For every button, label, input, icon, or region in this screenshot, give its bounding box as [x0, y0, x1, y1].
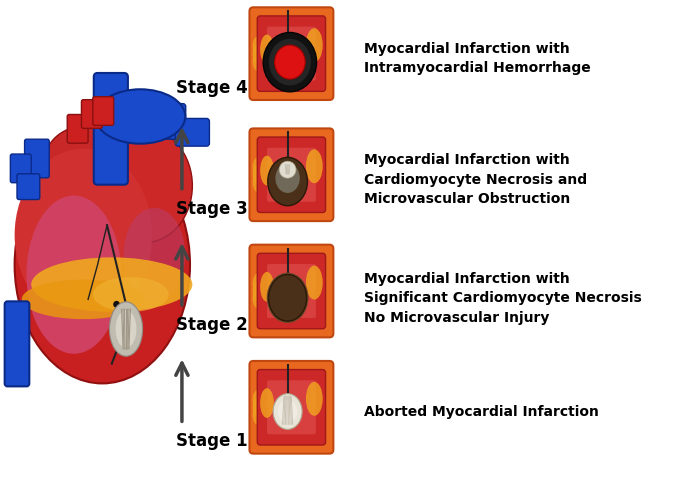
Ellipse shape	[253, 280, 266, 302]
Ellipse shape	[253, 43, 266, 64]
Ellipse shape	[253, 273, 266, 294]
Ellipse shape	[269, 274, 307, 321]
Ellipse shape	[253, 164, 266, 185]
Ellipse shape	[43, 126, 124, 205]
FancyBboxPatch shape	[113, 103, 186, 139]
FancyBboxPatch shape	[25, 139, 49, 178]
Ellipse shape	[275, 163, 300, 193]
FancyBboxPatch shape	[81, 99, 102, 128]
FancyBboxPatch shape	[258, 16, 326, 91]
FancyBboxPatch shape	[258, 137, 326, 213]
Ellipse shape	[260, 388, 274, 418]
Ellipse shape	[306, 266, 323, 299]
FancyBboxPatch shape	[267, 380, 316, 434]
Ellipse shape	[279, 161, 296, 178]
Text: Aborted Myocardial Infarction: Aborted Myocardial Infarction	[365, 405, 599, 419]
FancyBboxPatch shape	[5, 301, 29, 387]
Text: Stage 3: Stage 3	[176, 199, 248, 218]
Ellipse shape	[306, 28, 323, 62]
Ellipse shape	[306, 149, 323, 183]
Ellipse shape	[268, 157, 307, 206]
Ellipse shape	[27, 196, 121, 354]
FancyBboxPatch shape	[258, 253, 326, 329]
FancyBboxPatch shape	[249, 128, 333, 221]
Ellipse shape	[260, 156, 274, 185]
FancyBboxPatch shape	[249, 361, 333, 454]
Ellipse shape	[253, 35, 266, 57]
Ellipse shape	[253, 389, 266, 410]
FancyBboxPatch shape	[67, 115, 88, 143]
FancyBboxPatch shape	[175, 119, 209, 146]
FancyBboxPatch shape	[258, 369, 326, 445]
Ellipse shape	[116, 310, 136, 348]
Ellipse shape	[278, 400, 297, 423]
Ellipse shape	[124, 208, 186, 302]
Text: Myocardial Infarction with
Significant Cardiomyocyte Necrosis
No Microvascular I: Myocardial Infarction with Significant C…	[365, 272, 642, 325]
FancyBboxPatch shape	[94, 73, 128, 185]
Ellipse shape	[253, 172, 266, 193]
Text: Myocardial Infarction with
Cardiomyocyte Necrosis and
Microvascular Obstruction: Myocardial Infarction with Cardiomyocyte…	[365, 153, 587, 206]
Ellipse shape	[253, 156, 266, 178]
Ellipse shape	[15, 146, 190, 383]
Text: Stage 4: Stage 4	[176, 78, 248, 97]
FancyBboxPatch shape	[10, 154, 32, 183]
Ellipse shape	[95, 89, 186, 144]
Ellipse shape	[113, 301, 120, 308]
Ellipse shape	[263, 32, 316, 92]
Ellipse shape	[253, 404, 266, 425]
Ellipse shape	[97, 129, 192, 243]
FancyBboxPatch shape	[267, 148, 316, 202]
Ellipse shape	[253, 397, 266, 418]
Ellipse shape	[306, 382, 323, 416]
Ellipse shape	[253, 50, 266, 72]
FancyBboxPatch shape	[267, 264, 316, 318]
Ellipse shape	[22, 280, 145, 319]
Ellipse shape	[109, 302, 143, 356]
Ellipse shape	[32, 257, 193, 312]
Text: Myocardial Infarction with
Intramyocardial Hemorrhage: Myocardial Infarction with Intramyocardi…	[365, 42, 592, 75]
FancyBboxPatch shape	[249, 245, 333, 338]
FancyBboxPatch shape	[267, 26, 316, 81]
Ellipse shape	[273, 394, 302, 429]
FancyBboxPatch shape	[93, 97, 113, 125]
Ellipse shape	[93, 277, 169, 312]
Ellipse shape	[274, 45, 305, 79]
Text: Stage 2: Stage 2	[176, 316, 248, 334]
Ellipse shape	[260, 35, 274, 64]
Text: Stage 1: Stage 1	[176, 432, 248, 450]
Ellipse shape	[260, 272, 274, 302]
Ellipse shape	[269, 39, 311, 85]
FancyBboxPatch shape	[249, 7, 333, 100]
Ellipse shape	[253, 288, 266, 309]
FancyBboxPatch shape	[17, 174, 40, 199]
Ellipse shape	[15, 148, 152, 321]
